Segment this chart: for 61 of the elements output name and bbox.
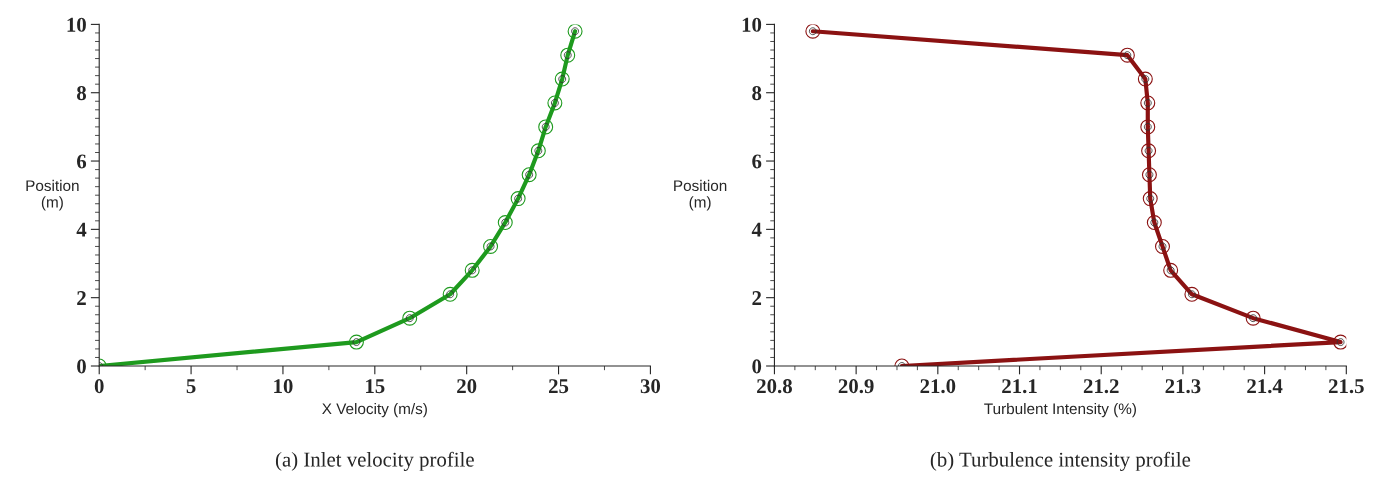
y-tick-label: 0 — [77, 359, 86, 374]
x-tick-label: 20.8 — [757, 379, 792, 394]
point — [483, 238, 499, 254]
y-tick-label: 4 — [751, 222, 762, 237]
y-tick-label: 6 — [77, 154, 87, 169]
x-tick-label: 21.2 — [1083, 379, 1119, 394]
point — [497, 215, 513, 231]
point — [1245, 310, 1261, 326]
y-tick-label: 10 — [742, 17, 762, 32]
point — [348, 334, 364, 350]
point — [510, 191, 526, 207]
point — [1142, 191, 1158, 207]
x-tick-label: 21.1 — [1002, 379, 1037, 394]
y-tick-label: 10 — [67, 17, 86, 32]
point — [521, 167, 537, 183]
point — [1146, 215, 1162, 231]
point — [538, 119, 554, 135]
x-tick-label: 21.5 — [1328, 379, 1364, 394]
point — [1137, 71, 1153, 87]
x-tick-label: 21.3 — [1165, 379, 1201, 394]
x-tick-label: 20 — [457, 379, 477, 394]
x-axis-title: X Velocity (m/s) — [322, 402, 427, 418]
x-tick-label: 25 — [549, 379, 569, 394]
point — [554, 71, 570, 87]
y-tick-label: 6 — [752, 154, 762, 169]
y-tick-label: 2 — [77, 291, 86, 305]
x-tick-label: 5 — [186, 379, 196, 394]
y-axis-title: Position (m) — [674, 179, 727, 211]
point — [1333, 334, 1347, 350]
text: (b) Turbulence intensity profile — [930, 451, 1191, 471]
point — [464, 262, 480, 278]
point — [1141, 167, 1157, 183]
x-tick-label: 20.9 — [838, 379, 874, 394]
text: (a) Inlet velocity profile — [275, 451, 474, 471]
point — [1141, 143, 1157, 159]
point — [1163, 262, 1179, 278]
y-axis-title: Position (m) — [26, 179, 79, 211]
point — [560, 47, 576, 63]
y-tick-label: 2 — [752, 291, 762, 305]
x-axis-title: Turbulent Intensity (%) — [984, 402, 1136, 418]
y-tick-label: 8 — [76, 86, 87, 101]
point — [547, 95, 563, 111]
x-tick-label: 0 — [94, 379, 104, 394]
point — [1140, 119, 1156, 135]
y-tick-label: 4 — [76, 222, 87, 237]
point — [1184, 286, 1200, 302]
x-tick-label: 15 — [366, 379, 385, 394]
y-tick-label: 8 — [752, 86, 762, 101]
x-tick-label: 21.0 — [920, 379, 956, 394]
point — [530, 143, 546, 159]
point — [442, 286, 458, 302]
x-tick-label: 21.4 — [1247, 379, 1283, 394]
x-tick-label: 30 — [640, 379, 661, 394]
y-tick-label: 0 — [752, 359, 762, 374]
point — [1154, 238, 1170, 254]
point — [805, 24, 821, 39]
x-tick-label: 10 — [274, 379, 293, 394]
point — [1140, 95, 1156, 111]
point — [402, 310, 418, 326]
point — [1119, 47, 1135, 63]
point — [567, 24, 583, 39]
